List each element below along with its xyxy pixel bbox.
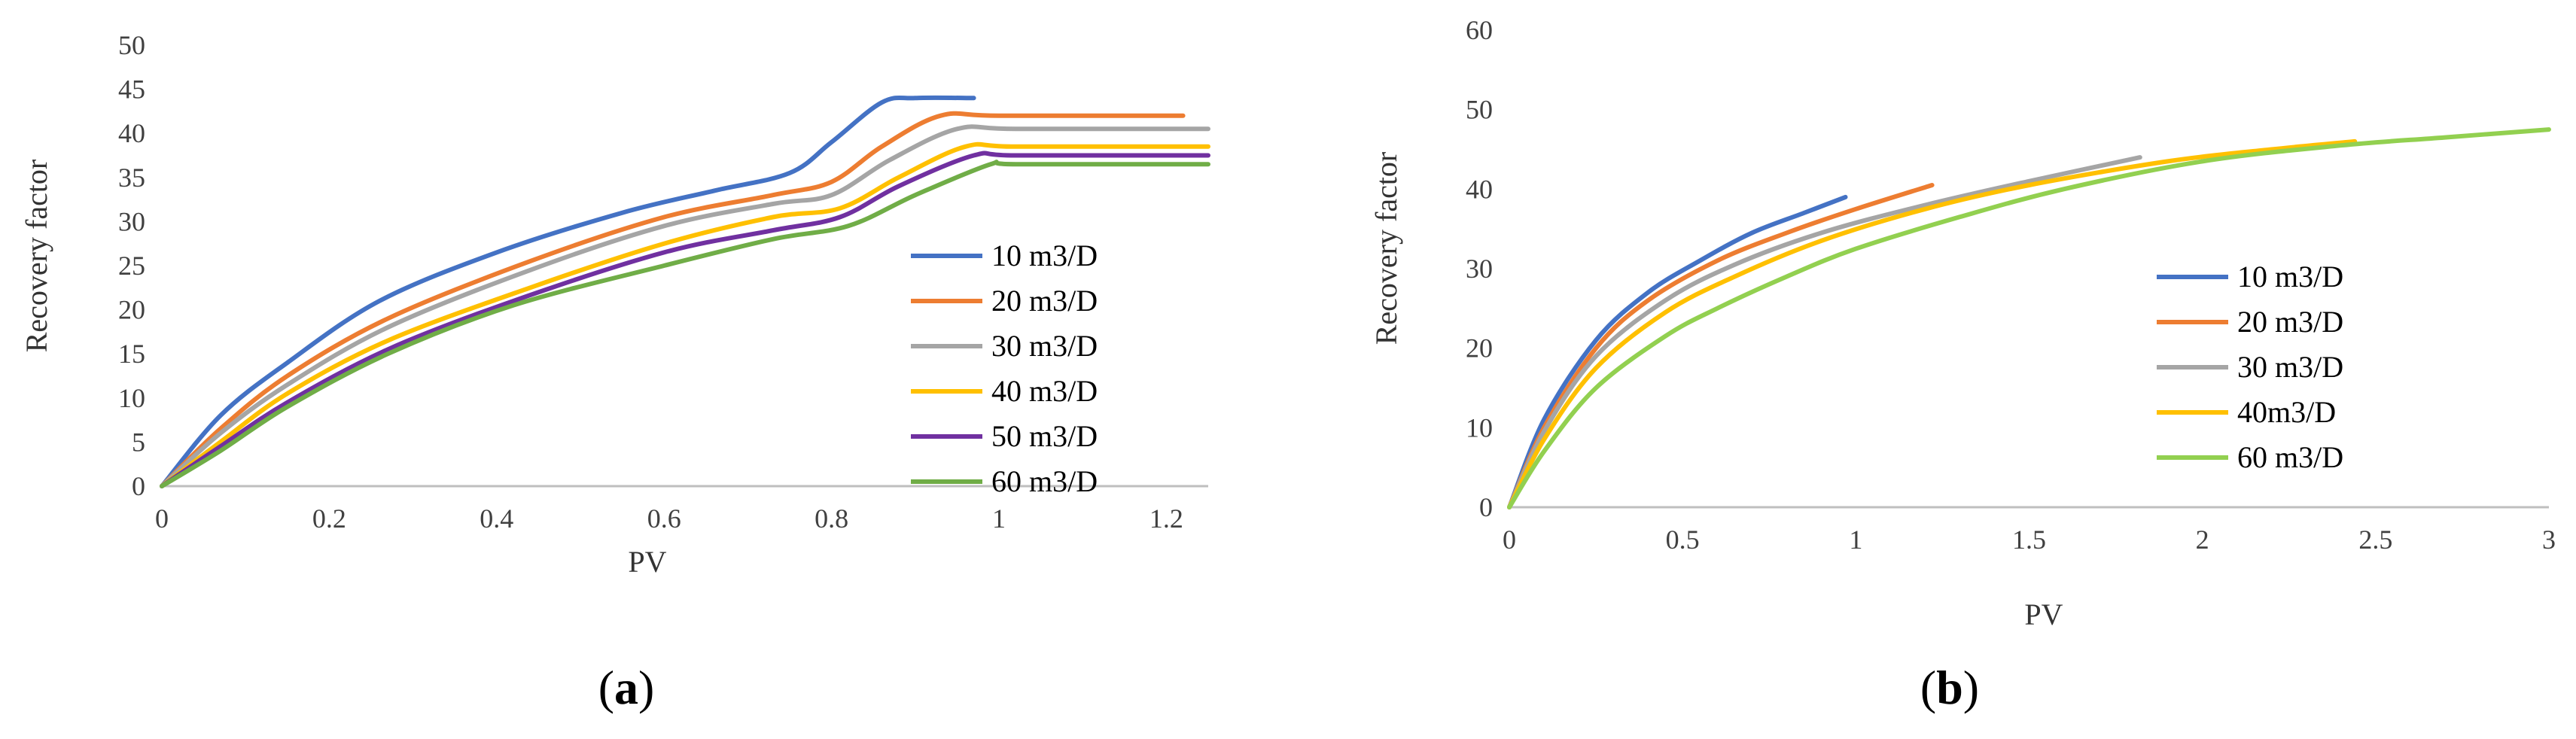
chart-a-series-line-1	[160, 95, 976, 488]
chart-a-ytick-label: 35	[118, 163, 145, 193]
chart-a-legend-label: 40 m3/D	[991, 374, 1098, 408]
chart-b-ytick-label: 60	[1466, 15, 1493, 45]
chart-b-xtick-label: 1.5	[2012, 525, 2046, 555]
chart-a-ytick-label: 20	[118, 295, 145, 325]
chart-a-series-line-6	[160, 160, 1210, 488]
chart-b-ylabel: Recovery factor	[1369, 152, 1403, 345]
chart-a-xtick-label: 0.4	[480, 503, 513, 534]
chart-b-xtick-label: 0	[1503, 525, 1516, 555]
chart-b: 0 0.5 1 1.5 2 2.5 3 0 10 20 30 40 50 60 PV Recovery …	[1369, 15, 2556, 714]
chart-b-series-line-2	[1507, 183, 1935, 509]
chart-a-ytick-label: 0	[132, 471, 145, 501]
chart-b-ytick-label: 20	[1466, 333, 1493, 363]
chart-b-series-line-4	[1507, 138, 2358, 509]
chart-b-series-line-5	[1507, 127, 2551, 509]
chart-a-legend: 10 m3/D 20 m3/D 30 m3/D 40 m3/D 50 m3/D 60 m3…	[911, 239, 1098, 498]
chart-b-legend-label: 10 m3/D	[2237, 260, 2343, 293]
chart-b-xtick-label: 1	[1849, 525, 1862, 555]
chart-b-xtick-label: 0.5	[1666, 525, 1700, 555]
chart-a-ytick-label: 5	[132, 427, 145, 457]
chart-b-legend: 10 m3/D 20 m3/D 30 m3/D 40m3/D 60 m3/D	[2157, 260, 2343, 474]
chart-a-ytick-label: 15	[118, 339, 145, 369]
chart-a-x-ticks: 0 0.2 0.4 0.6 0.8 1 1.2	[155, 503, 1183, 534]
chart-a-legend-label: 20 m3/D	[991, 284, 1098, 318]
chart-a-caption-letter: a	[614, 661, 638, 714]
chart-a-series-line-3	[160, 124, 1210, 488]
chart-a-xtick-label: 0	[155, 503, 169, 534]
chart-b-ytick-label: 30	[1466, 254, 1493, 284]
chart-a-series-line-4	[160, 141, 1210, 488]
chart-a-xtick-label: 0.6	[647, 503, 681, 534]
chart-a-series	[160, 95, 1210, 488]
chart-b-caption: (b)	[1920, 661, 1979, 714]
chart-b-ytick-label: 50	[1466, 95, 1493, 125]
chart-a-xlabel: PV	[628, 545, 666, 579]
chart-a: 0 0.2 0.4 0.6 0.8 1 1.2 0 5 10 15 20 25 30 35 40 45 50 P…	[20, 30, 1210, 714]
chart-a-ytick-label: 30	[118, 206, 145, 236]
chart-a-ytick-label: 45	[118, 75, 145, 105]
chart-a-xtick-label: 0.8	[815, 503, 848, 534]
chart-b-y-ticks: 0 10 20 30 40 50 60	[1466, 15, 1493, 522]
chart-a-legend-label: 50 m3/D	[991, 419, 1098, 453]
chart-b-legend-label: 20 m3/D	[2237, 305, 2343, 339]
chart-a-caption: (a)	[598, 661, 655, 714]
chart-a-legend-label: 60 m3/D	[991, 464, 1098, 498]
chart-a-xtick-label: 0.2	[312, 503, 346, 534]
chart-a-ylabel: Recovery factor	[20, 160, 53, 353]
chart-b-xlabel: PV	[2024, 598, 2063, 631]
chart-a-series-line-2	[160, 111, 1186, 488]
chart-b-legend-label: 30 m3/D	[2237, 350, 2343, 384]
chart-b-series-line-3	[1507, 155, 2142, 509]
chart-a-legend-label: 10 m3/D	[991, 239, 1098, 272]
chart-b-xtick-label: 2.5	[2358, 525, 2392, 555]
chart-b-ytick-label: 40	[1466, 174, 1493, 204]
chart-b-legend-label: 40m3/D	[2237, 395, 2336, 429]
chart-b-series-line-1	[1507, 194, 1848, 509]
chart-b-xtick-label: 2	[2196, 525, 2209, 555]
chart-a-ytick-label: 25	[118, 251, 145, 281]
chart-b-x-ticks: 0 0.5 1 1.5 2 2.5 3	[1503, 525, 2556, 555]
chart-a-xtick-label: 1.2	[1149, 503, 1183, 534]
chart-b-ytick-label: 0	[1479, 492, 1493, 522]
chart-b-series	[1507, 127, 2551, 509]
chart-b-ytick-label: 10	[1466, 412, 1493, 442]
chart-a-series-line-5	[160, 151, 1210, 488]
chart-a-y-ticks: 0 5 10 15 20 25 30 35 40 45 50	[118, 30, 145, 501]
chart-b-caption-letter: b	[1936, 661, 1963, 714]
chart-b-legend-label: 60 m3/D	[2237, 440, 2343, 474]
chart-a-xtick-label: 1	[992, 503, 1006, 534]
chart-a-legend-label: 30 m3/D	[991, 329, 1098, 363]
chart-a-ytick-label: 40	[118, 118, 145, 148]
chart-a-ytick-label: 50	[118, 30, 145, 60]
chart-b-xtick-label: 3	[2542, 525, 2556, 555]
chart-a-ytick-label: 10	[118, 383, 145, 413]
